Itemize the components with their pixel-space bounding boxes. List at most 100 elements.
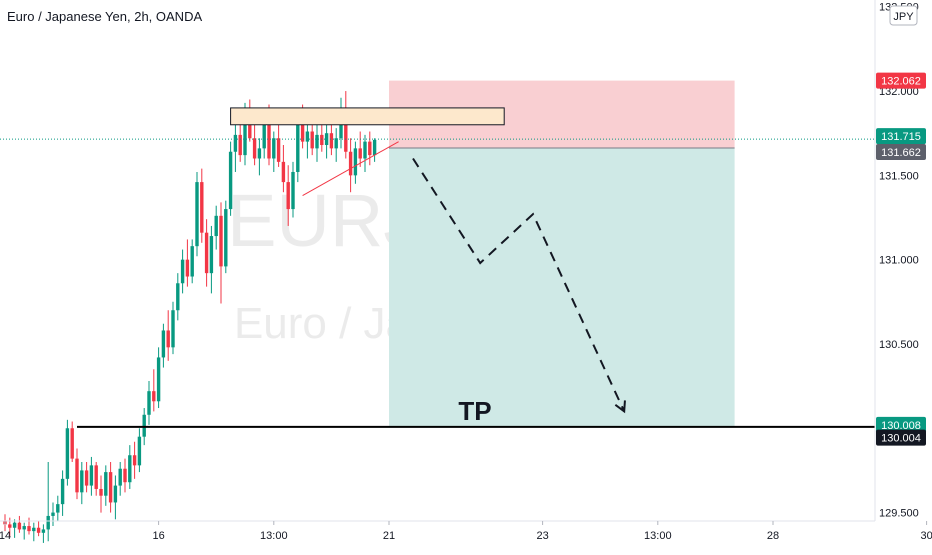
candle: [348, 138, 353, 193]
candle-body: [99, 488, 103, 496]
candle-body: [300, 118, 305, 142]
candle-body: [228, 151, 233, 210]
candle: [166, 310, 170, 361]
candle: [156, 347, 161, 409]
y-tick-label: 130.500: [879, 339, 919, 351]
candle-body: [70, 428, 74, 459]
candle-body: [123, 468, 127, 483]
candle: [89, 456, 94, 496]
candle: [27, 517, 31, 535]
candle: [272, 131, 276, 172]
candle: [171, 301, 175, 355]
candle: [80, 461, 84, 505]
price-label-text: 130.004: [881, 433, 921, 445]
candle-body: [75, 458, 79, 493]
price-label: 131.715: [876, 128, 926, 145]
candle-body: [272, 138, 276, 159]
candle: [123, 458, 127, 493]
candle: [195, 171, 199, 257]
candle: [147, 381, 151, 425]
candle: [233, 124, 238, 172]
candle: [12, 519, 17, 538]
price-label: 132.062: [876, 72, 926, 89]
candle: [224, 200, 228, 274]
candle: [363, 134, 367, 172]
candle-body: [128, 455, 132, 483]
candle-body: [51, 512, 55, 516]
candle-body: [209, 236, 214, 274]
candle-body: [185, 259, 190, 277]
resistance-box[interactable]: [230, 107, 505, 126]
candle-body: [281, 161, 286, 183]
candle: [137, 428, 142, 473]
candle-body: [80, 470, 84, 493]
time-axis[interactable]: 14 16 13:00 21 23 13:00 28 30: [0, 520, 932, 542]
projected-path[interactable]: [412, 157, 626, 412]
candle: [214, 205, 218, 250]
candle-body: [180, 259, 185, 284]
candle: [46, 461, 50, 542]
candle: [219, 202, 223, 304]
candle: [108, 461, 113, 513]
candle-body: [118, 468, 122, 486]
price-label: 131.662: [876, 144, 926, 161]
candle: [209, 225, 214, 294]
candle-body: [324, 133, 329, 146]
price-label-bg: [876, 72, 926, 89]
price-label-bg: [876, 416, 926, 433]
candle-body: [176, 283, 180, 311]
candle-body: [84, 470, 89, 486]
candle-body: [104, 472, 108, 496]
candle-body: [147, 391, 151, 415]
candle-body: [65, 428, 70, 479]
x-tick-label: 13:00: [644, 530, 672, 542]
price-label-bg: [876, 128, 926, 145]
price-axis[interactable]: 132.500132.000131.500131.000130.500129.5…: [874, 0, 926, 521]
candle-body: [89, 465, 94, 486]
candle-body: [171, 310, 175, 348]
candle-body: [257, 148, 262, 159]
candle: [315, 124, 319, 162]
candle-body: [267, 121, 271, 159]
price-label-text: 131.715: [881, 131, 921, 143]
currency-badge[interactable]: [889, 5, 918, 26]
candle-body: [195, 182, 199, 247]
x-tick-label: 21: [383, 530, 395, 542]
price-label-text: 131.662: [881, 147, 921, 159]
candle: [41, 524, 46, 543]
candle-body: [353, 148, 358, 176]
candle-body: [334, 138, 338, 149]
candle-body: [276, 138, 281, 162]
candle: [334, 128, 338, 162]
price-label-bg: [876, 144, 926, 161]
candle-body: [161, 330, 166, 358]
price-label: 130.008: [876, 416, 926, 433]
candle-body: [32, 527, 36, 532]
take-profit-zone[interactable]: [389, 148, 735, 427]
candle: [104, 465, 108, 506]
candle-body: [60, 478, 65, 505]
candle-body: [41, 529, 46, 533]
candle: [99, 475, 103, 513]
candle: [281, 145, 286, 193]
candle: [372, 138, 377, 162]
candle: [190, 239, 194, 284]
candle-body: [296, 118, 300, 172]
y-tick-label: 131.000: [879, 255, 919, 267]
candle-body: [368, 141, 372, 156]
candle: [65, 419, 70, 486]
x-tick-label: 23: [536, 530, 548, 542]
candle: [132, 441, 137, 479]
candle: [305, 121, 310, 159]
candle-body: [305, 131, 310, 142]
candle: [252, 124, 257, 166]
trendline[interactable]: [302, 141, 399, 197]
candle: [204, 219, 209, 287]
price-label: 130.004: [876, 429, 926, 446]
candle: [152, 369, 156, 412]
candle: [56, 495, 60, 521]
x-tick-label: 13:00: [260, 530, 288, 542]
x-tick-label: 14: [0, 530, 11, 542]
